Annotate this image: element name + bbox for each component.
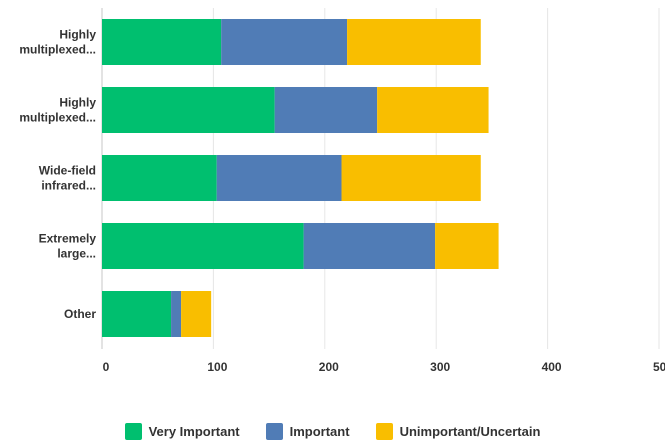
bar-segment[interactable] [221,19,348,65]
category-label: Extremely [39,232,97,246]
x-tick-label: 100 [207,360,227,374]
legend-label: Unimportant/Uncertain [399,423,541,439]
x-tick-label: 500 [653,360,665,374]
bar-segment[interactable] [216,155,342,201]
bar-segment[interactable] [181,291,212,337]
legend-swatch [124,422,142,440]
bar-segment[interactable] [102,155,217,201]
x-tick-label: 200 [319,360,339,374]
category-label: multiplexed... [19,111,96,125]
legend-item-important[interactable]: Important [265,422,350,440]
category-label: large... [57,247,96,261]
category-label: Other [64,307,96,321]
bar-segment[interactable] [274,87,378,133]
bar-segment[interactable] [102,223,304,269]
category-label: infrared... [41,179,96,193]
category-label: Highly [59,96,96,110]
legend-item-very-important[interactable]: Very Important [124,422,240,440]
bar-segment[interactable] [102,87,275,133]
bar-segment[interactable] [341,155,481,201]
legend: Very Important Important Unimportant/Unc… [0,420,665,442]
bar-segment[interactable] [347,19,481,65]
category-label: Highly [59,28,96,42]
category-label: multiplexed... [19,43,96,57]
category-labels: Highlymultiplexed...Highlymultiplexed...… [19,28,96,322]
bar-segment[interactable] [102,291,172,337]
bar-segment[interactable] [102,19,222,65]
legend-swatch [265,422,283,440]
x-tick-label: 300 [430,360,450,374]
bar-segment[interactable] [435,223,499,269]
legend-item-unimportant-uncertain[interactable]: Unimportant/Uncertain [375,422,541,440]
x-tick-label: 400 [542,360,562,374]
legend-swatch [375,422,393,440]
bar-segment[interactable] [171,291,182,337]
legend-label: Important [289,423,350,439]
bar-segment[interactable] [377,87,489,133]
legend-label: Very Important [148,423,240,439]
bars [102,19,499,337]
x-tick-label: 0 [103,360,110,374]
bar-segment[interactable] [303,223,436,269]
x-axis-ticks: 0 100 200 300 400 500 [103,360,665,374]
category-label: Wide-field [39,164,96,178]
